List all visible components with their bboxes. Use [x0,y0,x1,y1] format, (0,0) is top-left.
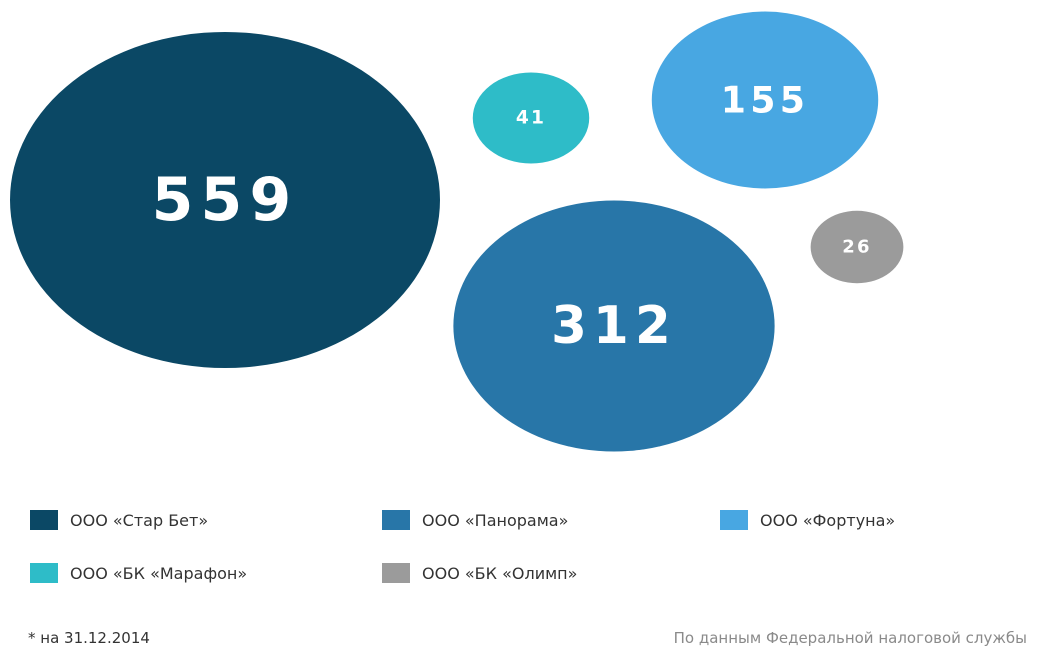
bubble-label-panorama: 312 [551,296,677,356]
legend: ООО «Стар Бет» ООО «Панорама» ООО «Форту… [30,505,1010,605]
legend-item-star-bet: ООО «Стар Бет» [30,505,208,535]
bubble-olimp [810,210,904,284]
bubble-label-star-bet: 559 [152,165,299,235]
bubble-label-marafon: 41 [516,108,546,129]
legend-label-star-bet: ООО «Стар Бет» [70,510,209,530]
legend-item-panorama: ООО «Панорама» [382,505,568,535]
legend-item-olimp: ООО «БК «Олимп» [382,558,577,588]
bubble-star-bet [10,32,440,368]
bubble-chart: 559 312 155 41 26 [10,11,904,452]
source-note: По данным Федеральной налоговой службы [673,629,1027,647]
legend-swatch-marafon [30,563,58,583]
footnote: * на 31.12.2014 [28,629,150,647]
legend-label-marafon: ООО «БК «Марафон» [70,563,248,583]
legend-swatch-panorama [382,510,410,530]
legend-label-fortuna: ООО «Фортуна» [760,510,896,530]
bubble-marafon [472,72,590,164]
legend-item-fortuna: ООО «Фортуна» [720,505,895,535]
bubble-label-olimp: 26 [842,237,871,258]
legend-swatch-fortuna [720,510,748,530]
bubble-panorama [453,200,775,452]
legend-label-olimp: ООО «БК «Олимп» [422,563,578,583]
legend-swatch-star-bet [30,510,58,530]
bubble-label-fortuna: 155 [721,79,810,122]
bubble-fortuna [651,11,879,189]
legend-swatch-olimp [382,563,410,583]
legend-item-marafon: ООО «БК «Марафон» [30,558,247,588]
legend-label-panorama: ООО «Панорама» [422,510,569,530]
